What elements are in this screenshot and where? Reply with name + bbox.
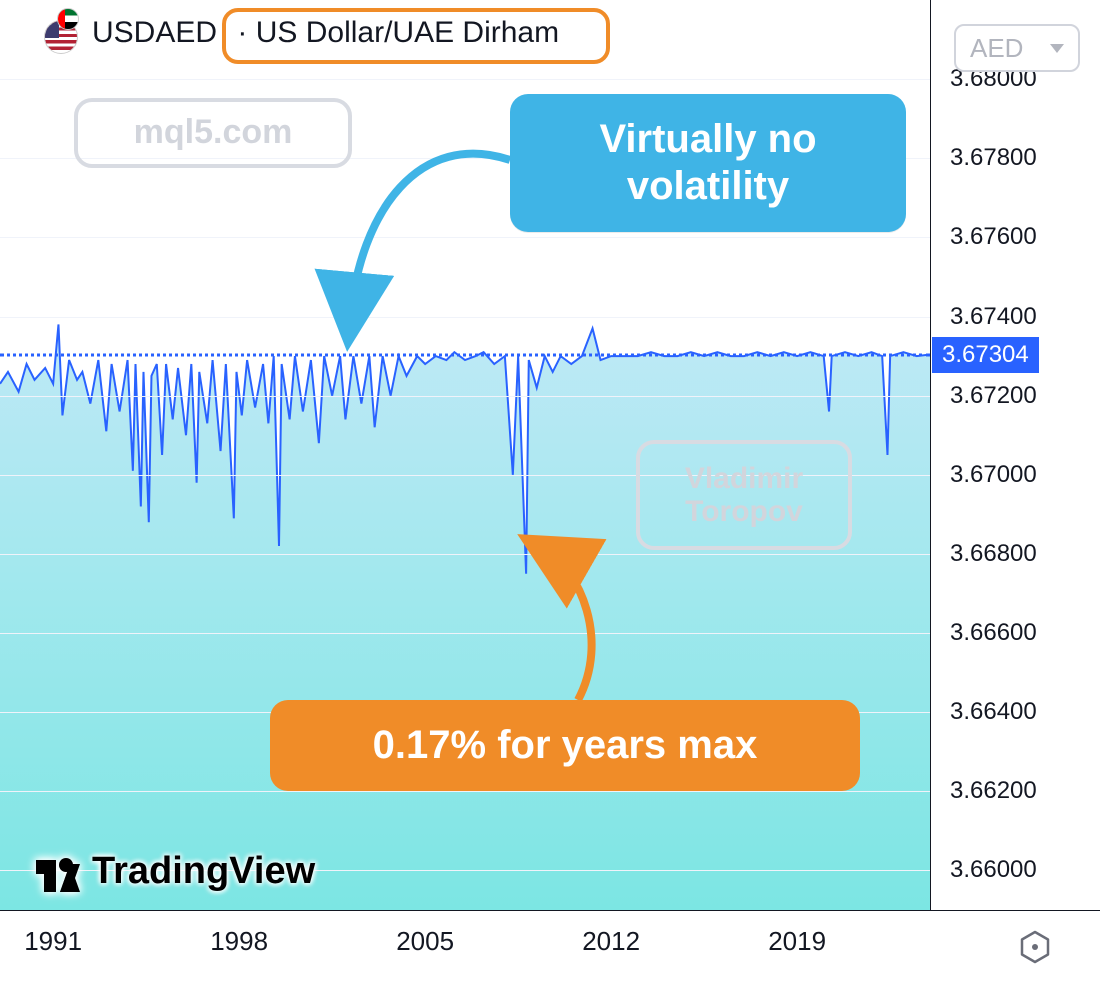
current-price-line xyxy=(0,353,930,356)
y-tick-label: 3.66400 xyxy=(950,700,1080,724)
y-tick-label: 3.67000 xyxy=(950,463,1080,487)
y-tick-label: 3.66600 xyxy=(950,621,1080,645)
tradingview-mark-icon xyxy=(36,852,82,892)
chevron-down-icon xyxy=(1050,44,1064,53)
y-tick-label: 3.67400 xyxy=(950,305,1080,329)
y-tick-label: 3.67200 xyxy=(950,384,1080,408)
watermark-site-text: mql5.com xyxy=(134,114,293,151)
watermark-author: Vladimir Toropov xyxy=(636,440,852,550)
symbol-code: USDAED xyxy=(92,16,217,50)
symbol-separator: · xyxy=(229,16,256,50)
flag-ae-icon xyxy=(57,8,79,30)
gridline-h xyxy=(0,79,930,80)
tradingview-logo[interactable]: TradingView xyxy=(36,850,315,893)
currency-dropdown-value: AED xyxy=(970,33,1023,64)
gridline-h xyxy=(0,633,930,634)
y-tick-label: 3.66800 xyxy=(950,542,1080,566)
watermark-site: mql5.com xyxy=(74,98,352,168)
callout-volatility-l2: volatility xyxy=(542,163,874,210)
watermark-author-l1: Vladimir xyxy=(685,462,803,495)
y-tick-label: 3.66200 xyxy=(950,779,1080,803)
currency-dropdown[interactable]: AED xyxy=(954,24,1080,72)
gridline-h xyxy=(0,791,930,792)
watermark-author-l2: Toropov xyxy=(685,495,803,528)
symbol-description: US Dollar/UAE Dirham xyxy=(256,16,559,50)
gridline-h xyxy=(0,396,930,397)
chart-stage: 3.680003.678003.676003.674003.672003.670… xyxy=(0,0,1100,989)
callout-volatility-l1: Virtually no xyxy=(542,116,874,163)
y-tick-label: 3.67800 xyxy=(950,146,1080,170)
x-tick-label: 2005 xyxy=(396,928,454,954)
callout-volatility: Virtually no volatility xyxy=(510,94,906,232)
gridline-h xyxy=(0,554,930,555)
current-price-tag: 3.67304 xyxy=(932,337,1039,373)
gridline-h xyxy=(0,237,930,238)
y-tick-label: 3.66000 xyxy=(950,858,1080,882)
gridline-h xyxy=(0,317,930,318)
current-price-value: 3.67304 xyxy=(942,341,1029,368)
x-tick-label: 2019 xyxy=(768,928,826,954)
x-tick-label: 2012 xyxy=(582,928,640,954)
y-tick-label: 3.67600 xyxy=(950,225,1080,249)
callout-percent: 0.17% for years max xyxy=(270,700,860,791)
tradingview-logo-text: TradingView xyxy=(92,850,315,893)
symbol-header[interactable]: USDAED · US Dollar/UAE Dirham xyxy=(92,16,559,50)
hexagon-settings-icon xyxy=(1018,930,1052,964)
x-axis-line xyxy=(0,910,1100,911)
chart-settings-button[interactable] xyxy=(1018,930,1052,964)
y-axis-line xyxy=(930,0,931,910)
x-tick-label: 1998 xyxy=(210,928,268,954)
callout-percent-text: 0.17% for years max xyxy=(373,723,758,767)
x-tick-label: 1991 xyxy=(24,928,82,954)
